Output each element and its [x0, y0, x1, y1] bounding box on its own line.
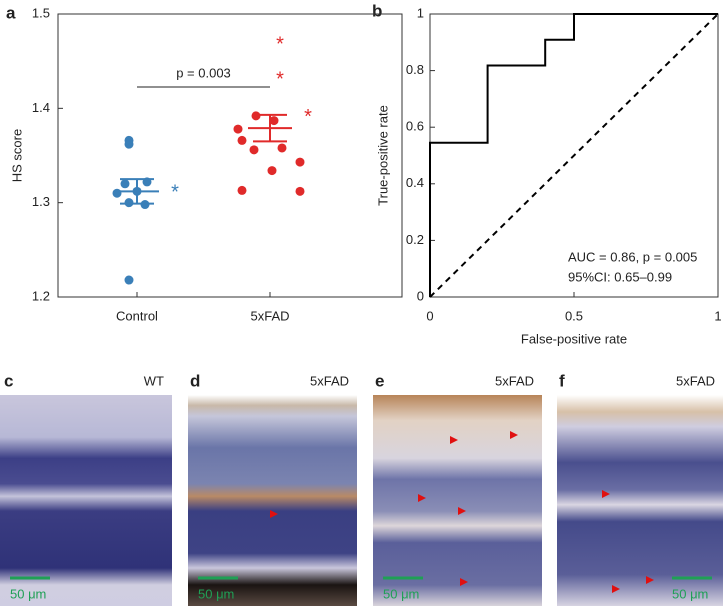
outlier-marker: *: [304, 106, 312, 128]
x-tick-label: 5xFAD: [250, 308, 289, 323]
image-f: [557, 395, 723, 606]
scale-bar-label: 50 μm: [10, 586, 46, 601]
data-point: [237, 135, 247, 145]
data-point: [269, 116, 279, 126]
y-tick-label: 0: [417, 288, 424, 303]
y-axis-title: HS score: [9, 129, 24, 182]
x-tick-label: 0: [426, 308, 433, 323]
y-tick-label: 0.4: [406, 175, 424, 190]
data-point: [277, 143, 287, 153]
image-label: 5xFAD: [495, 373, 534, 388]
y-tick-label: 0.8: [406, 62, 424, 77]
x-axis-title: False-positive rate: [521, 331, 627, 346]
y-tick-label: 0.2: [406, 232, 424, 247]
image-c: [0, 395, 172, 606]
y-tick-label: 1.4: [32, 100, 50, 115]
data-point: [124, 139, 134, 149]
outlier-marker: *: [276, 34, 284, 56]
panel-label: a: [6, 3, 16, 22]
roc-line: [429, 13, 719, 298]
x-tick-label: 0.5: [565, 308, 583, 323]
data-point: [112, 188, 122, 198]
y-tick-label: 0.6: [406, 119, 424, 134]
image-d: [188, 395, 357, 606]
significance-label: p = 0.003: [176, 65, 231, 80]
plot-frame: [57, 13, 403, 298]
panel-label: e: [375, 371, 384, 390]
data-point: [233, 124, 243, 134]
y-axis-title: True-positive rate: [375, 105, 390, 206]
annotation: AUC = 0.86, p = 0.005: [568, 249, 697, 264]
scale-bar-label: 50 μm: [672, 586, 708, 601]
arrowheads: [270, 431, 654, 593]
y-tick-label: 1.5: [32, 5, 50, 20]
histology-images: [0, 395, 723, 606]
scale-bar-label: 50 μm: [198, 586, 234, 601]
data-point: [295, 157, 305, 167]
x-tick-label: 1: [714, 308, 721, 323]
data-point: [295, 186, 305, 196]
roc-line: [429, 13, 718, 297]
scale-bar-label: 50 μm: [383, 586, 419, 601]
panel-label: b: [372, 1, 382, 20]
annotation: 95%CI: 0.65–0.99: [568, 269, 672, 284]
image-label: WT: [144, 373, 164, 388]
y-tick-label: 1: [417, 5, 424, 20]
outlier-marker: *: [171, 182, 179, 204]
data-point: [267, 166, 277, 176]
y-tick-label: 1.2: [32, 288, 50, 303]
image-e: [373, 395, 542, 606]
outlier-marker: *: [276, 68, 284, 90]
data-point: [124, 275, 134, 285]
panel-label: c: [4, 371, 13, 390]
image-label: 5xFAD: [310, 373, 349, 388]
data-point: [249, 145, 259, 155]
panel-label: d: [190, 371, 200, 390]
y-tick-label: 1.3: [32, 194, 50, 209]
data-point: [120, 179, 130, 189]
panel-label: f: [559, 371, 565, 390]
x-tick-label: Control: [116, 308, 158, 323]
image-label: 5xFAD: [676, 373, 715, 388]
data-point: [237, 185, 247, 195]
